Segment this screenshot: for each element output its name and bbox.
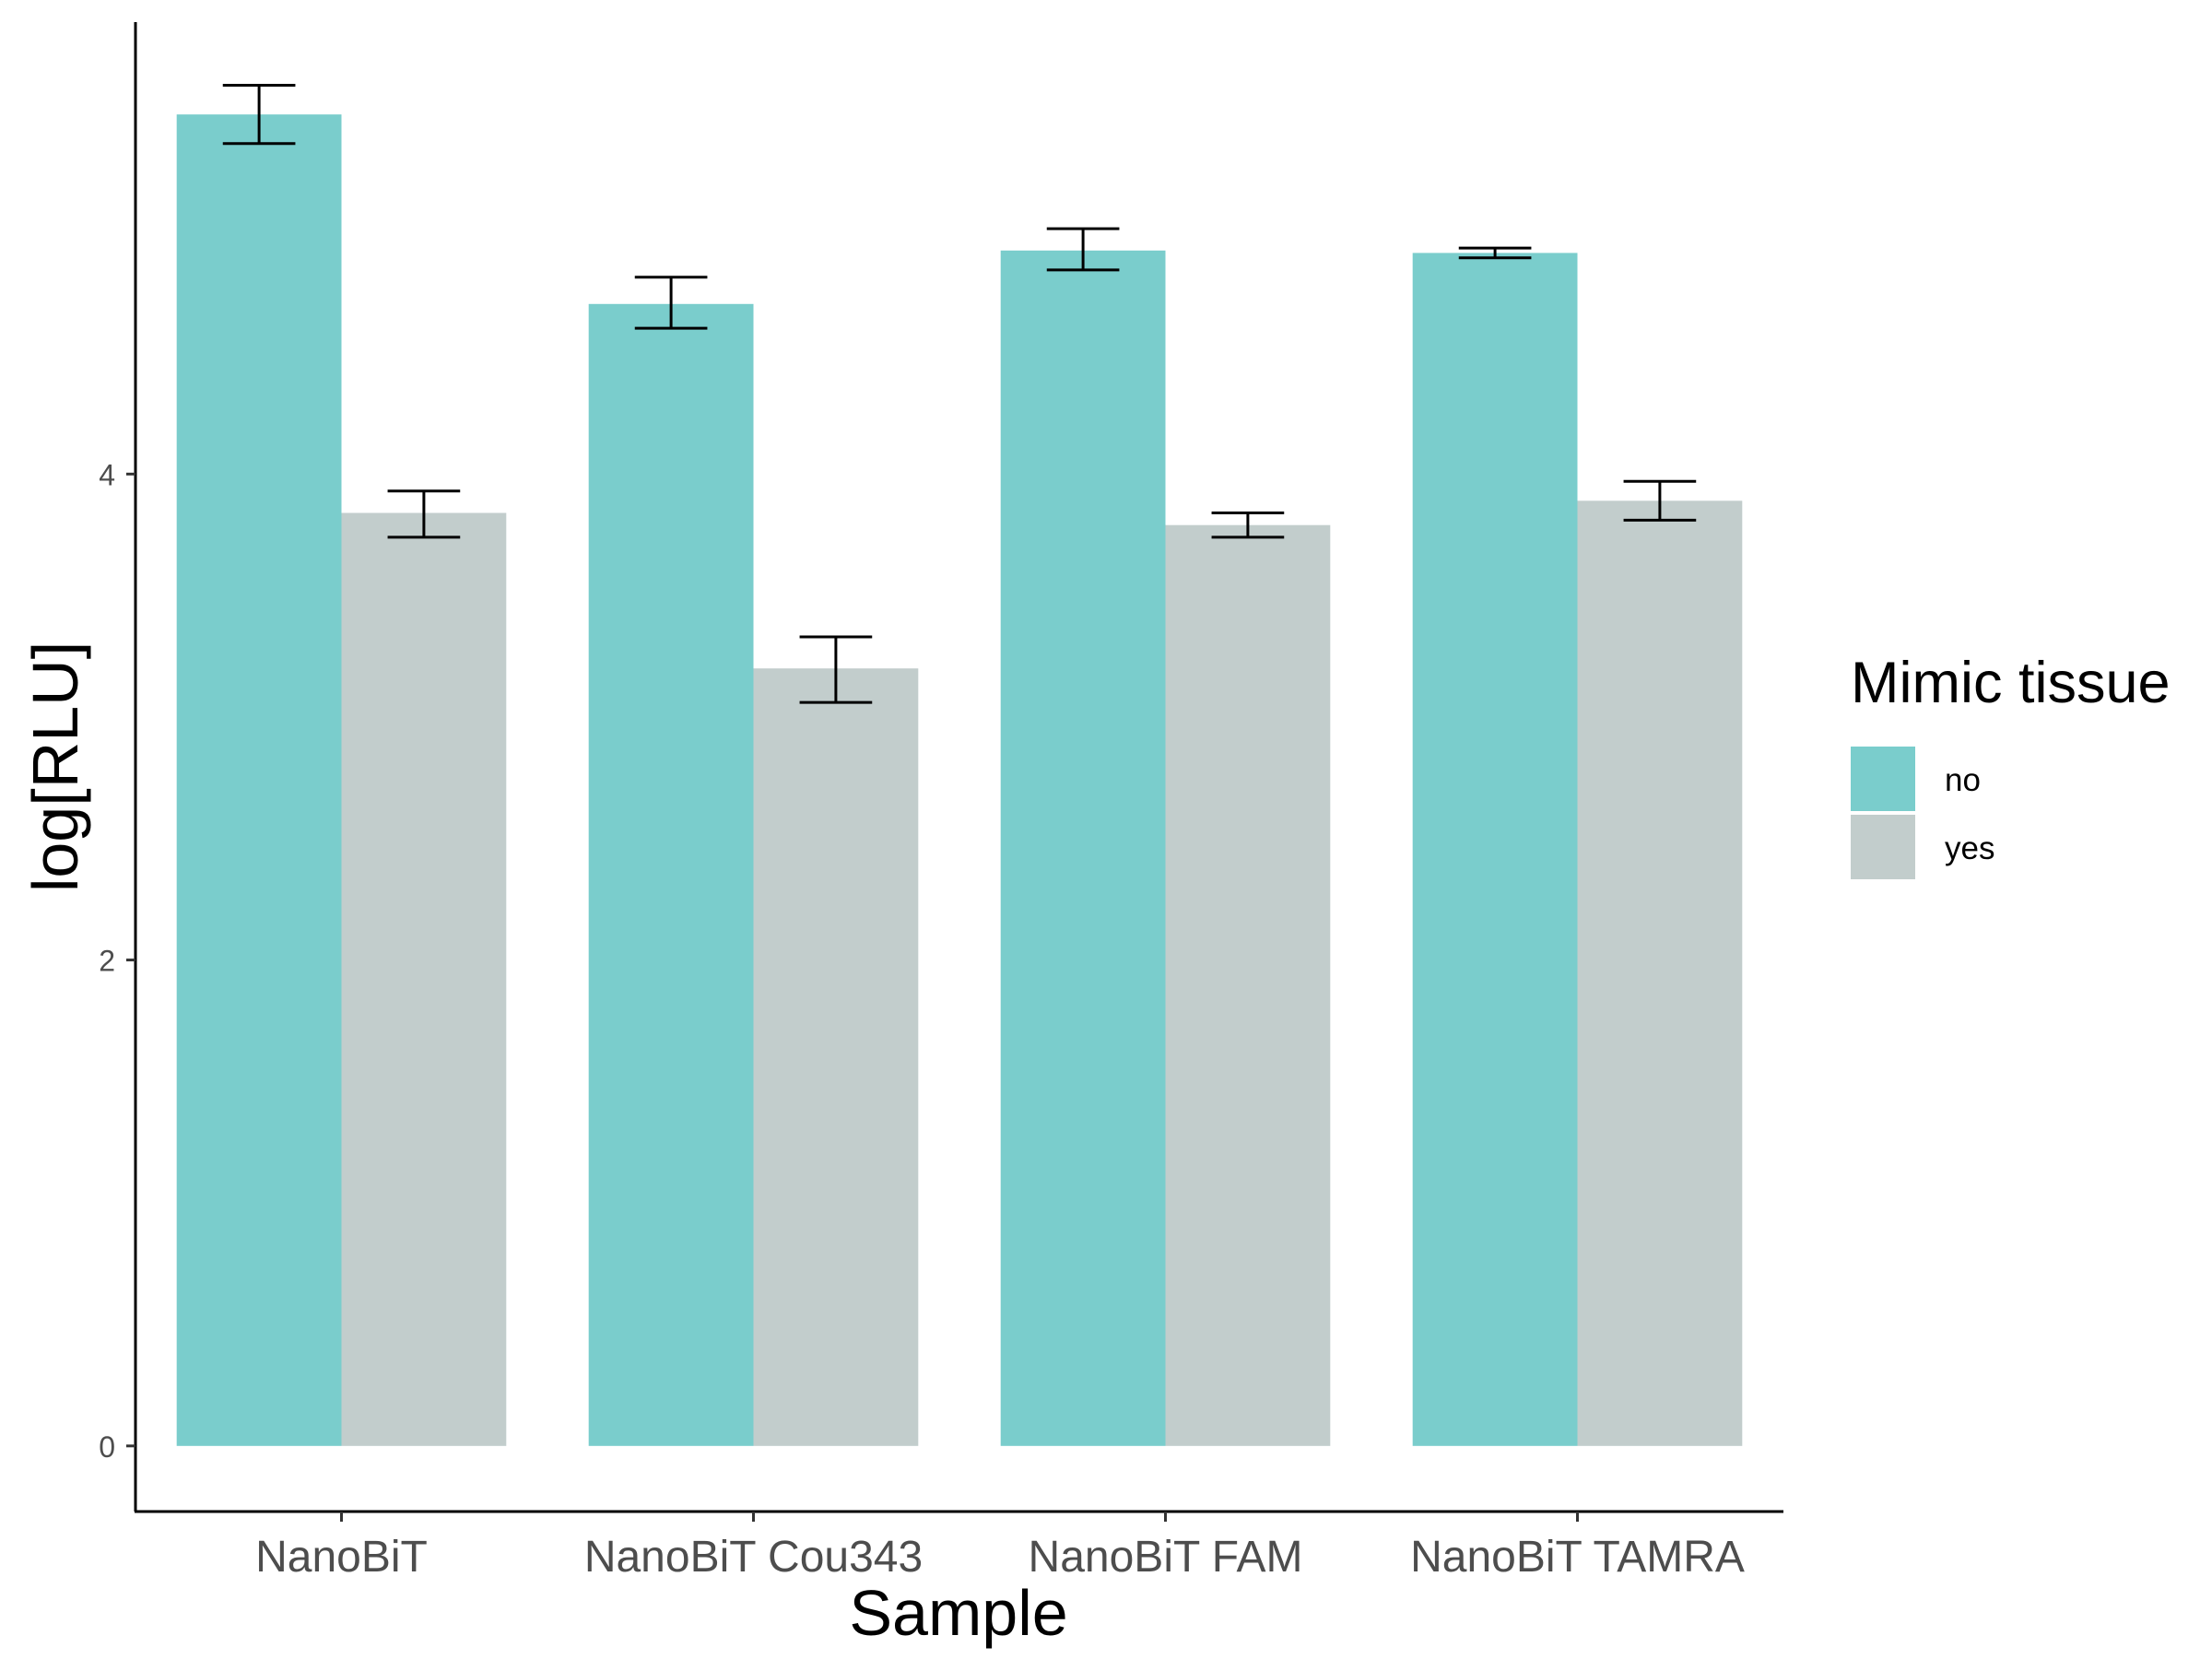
x-ticks: NanoBiT NanoBiT Cou343 NanoBiT FAM NanoBiT …	[255, 1512, 1745, 1582]
bar-no-3	[1412, 253, 1578, 1446]
x-tick-label-0: NanoBiT	[255, 1533, 428, 1582]
bar-no-2	[1000, 250, 1166, 1446]
x-tick-label-1: NanoBiT Cou343	[584, 1533, 923, 1582]
y-axis-title: log[RLU]	[19, 641, 91, 892]
bar-yes-0	[341, 512, 507, 1446]
y-ticks: 0 2 4	[99, 458, 135, 1464]
x-axis-title: Sample	[849, 1577, 1067, 1649]
legend: Mimic tissue no yes	[1851, 651, 2171, 879]
x-tick-label-2: NanoBiT FAM	[1029, 1533, 1303, 1582]
y-tick-label-4: 4	[99, 458, 115, 491]
bar-yes-2	[1165, 524, 1331, 1446]
legend-label-no: no	[1945, 762, 1981, 798]
legend-label-yes: yes	[1945, 830, 1994, 866]
bar-no-1	[588, 303, 754, 1446]
x-tick-label-3: NanoBiT TAMRA	[1410, 1533, 1745, 1582]
bars-layer	[176, 114, 1743, 1446]
legend-key-no	[1851, 747, 1915, 811]
bar-yes-1	[753, 668, 919, 1446]
y-tick-label-2: 2	[99, 945, 115, 978]
error-bars-layer	[222, 84, 1697, 704]
bar-yes-3	[1577, 500, 1743, 1446]
legend-title: Mimic tissue	[1851, 651, 2171, 715]
legend-key-yes	[1851, 815, 1915, 879]
bar-no-0	[176, 114, 342, 1446]
y-tick-label-0: 0	[99, 1430, 115, 1464]
